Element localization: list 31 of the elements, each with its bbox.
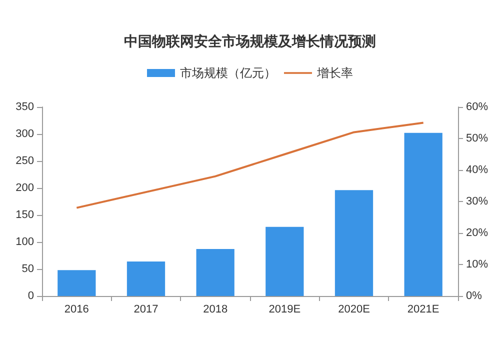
x-tick-label: 2021E	[407, 304, 440, 316]
y-tick-label: 50	[22, 263, 34, 275]
x-tick-label: 2020E	[338, 304, 370, 316]
bar	[58, 270, 96, 296]
legend-label: 市场规模（亿元）	[180, 66, 276, 80]
y-tick-label: 150	[16, 209, 34, 221]
line-series	[76, 122, 424, 209]
y2-tick-label: 60%	[466, 101, 488, 113]
x-tick-label: 2017	[134, 304, 158, 316]
y-tick-label: 350	[16, 101, 34, 113]
y2-tick-label: 50%	[466, 132, 488, 144]
y2-tick-label: 10%	[466, 258, 488, 270]
bar	[126, 261, 166, 296]
y2-tick-label: 30%	[466, 196, 488, 208]
y-tick-label: 200	[16, 182, 34, 194]
x-tick-label: 2019E	[268, 304, 301, 316]
y-tick-label: 250	[16, 155, 34, 167]
bar	[196, 249, 234, 296]
bar	[334, 190, 374, 296]
bar	[404, 132, 442, 296]
y-tick-label: 100	[16, 236, 34, 248]
legend-label: 增长率	[316, 66, 353, 80]
chart-title: 中国物联网安全市场规模及增长情况预测	[124, 33, 376, 50]
y2-tick-label: 40%	[466, 164, 488, 176]
x-tick-label: 2018	[203, 304, 228, 316]
y-tick-label: 0	[28, 290, 34, 302]
y2-tick-label: 20%	[466, 227, 488, 239]
y-tick-label: 300	[16, 128, 34, 140]
x-tick-label: 2016	[64, 304, 89, 316]
bar	[266, 226, 304, 296]
y2-tick-label: 0%	[466, 290, 482, 302]
